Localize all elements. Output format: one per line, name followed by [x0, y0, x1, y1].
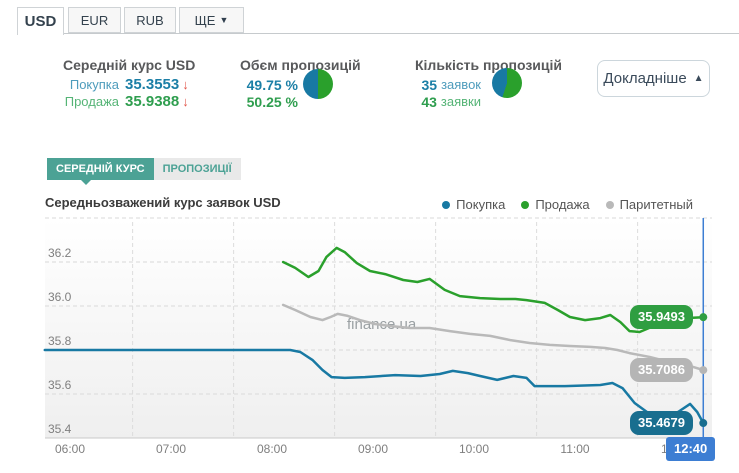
tab-more-label: ЩЕ	[194, 12, 216, 28]
crosshair-time-badge: 12:40	[666, 437, 716, 461]
buy-label: Покупка	[69, 77, 119, 92]
value-badge: 35.4679	[630, 411, 693, 436]
tab-rub-label: RUB	[136, 12, 164, 28]
tab-rub[interactable]: RUB	[124, 7, 176, 33]
sell-label: Продажа	[64, 94, 119, 109]
chevron-down-icon: ▼	[219, 15, 229, 25]
tab-offers-label: ПРОПОЗИЦІЇ	[162, 163, 232, 175]
count-block: Кількість пропозицій 35 заявок 43 заявки	[415, 57, 562, 110]
x-tick-label: 10:00	[458, 442, 490, 456]
volume-title: Обєм пропозицій	[240, 57, 361, 73]
sell-volume-pct: 50.25 %	[246, 93, 298, 110]
chart-title: Середньозважений курс заявок USD	[45, 195, 281, 210]
legend-item-parity[interactable]: Паритетный	[605, 197, 693, 212]
y-tick-label: 36.2	[48, 246, 72, 260]
sell-count-word: заявки	[440, 94, 481, 109]
sell-dot-icon	[521, 200, 530, 209]
value-badge: 35.9493	[630, 305, 693, 330]
legend-sell-label: Продажа	[535, 197, 590, 212]
tab-eur[interactable]: EUR	[68, 7, 121, 33]
tab-usd[interactable]: USD	[17, 7, 64, 35]
tabbar-divider	[17, 33, 739, 34]
chart-legend: Покупка Продажа Паритетный	[442, 197, 693, 212]
buy-volume-pct: 49.75 %	[246, 76, 298, 93]
y-tick-label: 35.8	[48, 334, 72, 348]
buy-count-word: заявок	[441, 77, 481, 92]
details-button[interactable]: Докладніше ▲	[597, 60, 710, 97]
x-tick-label: 06:00	[54, 442, 86, 456]
collapse-arrow-icon: ▲	[693, 73, 704, 84]
trend-down-icon: ↓	[182, 77, 189, 92]
volume-block: Обєм пропозицій 49.75 % 50.25 %	[240, 57, 361, 110]
sell-rate-value: 35.9388	[125, 93, 180, 110]
sell-count-value: 43	[421, 93, 437, 110]
legend-item-sell[interactable]: Продажа	[521, 197, 590, 212]
legend-parity-label: Паритетный	[619, 197, 693, 212]
y-tick-label: 35.6	[48, 378, 72, 392]
x-tick-label: 11:00	[560, 442, 590, 456]
count-pie-chart	[492, 68, 522, 98]
trend-down-icon: ↓	[182, 94, 189, 109]
count-title: Кількість пропозицій	[415, 57, 563, 73]
x-tick-label: 09:00	[357, 442, 389, 456]
chart-mode-tabs: СЕРЕДНІЙ КУРС ПРОПОЗИЦІЇ	[47, 158, 241, 180]
active-tab-pointer	[81, 180, 91, 190]
watermark: finance.ua	[347, 316, 417, 333]
buy-count-value: 35	[421, 76, 438, 93]
legend-item-buy[interactable]: Покупка	[442, 197, 505, 212]
volume-pie-chart	[303, 69, 333, 99]
tab-more-currencies[interactable]: ЩЕ ▼	[179, 7, 244, 33]
x-tick-label: 08:00	[256, 442, 288, 456]
tab-usd-label: USD	[24, 13, 57, 30]
average-rate-block: Середній курс USD Покупка 35.3553 ↓ Прод…	[57, 57, 195, 110]
buy-rate-value: 35.3553	[125, 76, 180, 93]
parity-dot-icon	[605, 200, 614, 209]
details-button-label: Докладніше	[603, 70, 687, 87]
y-tick-label: 35.4	[48, 422, 72, 436]
buy-dot-icon	[442, 200, 451, 209]
average-rate-title: Середній курс USD	[63, 57, 196, 73]
tab-average-rate-label: СЕРЕДНІЙ КУРС	[56, 163, 145, 175]
tab-offers[interactable]: ПРОПОЗИЦІЇ	[153, 158, 241, 180]
x-tick-label: 07:00	[155, 442, 187, 456]
value-badge: 35.7086	[630, 358, 693, 383]
legend-buy-label: Покупка	[456, 197, 506, 212]
y-tick-label: 36.0	[48, 290, 72, 304]
tab-eur-label: EUR	[80, 12, 109, 28]
tab-average-rate[interactable]: СЕРЕДНІЙ КУРС	[47, 158, 154, 180]
